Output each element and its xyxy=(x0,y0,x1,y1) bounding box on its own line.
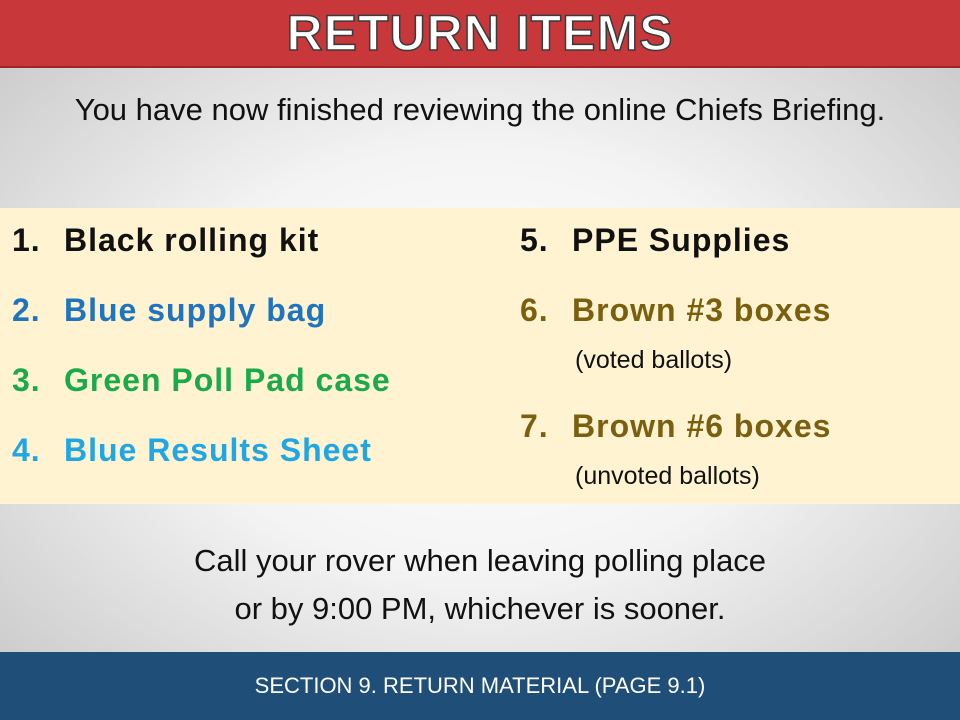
item-number: 2. xyxy=(12,292,41,328)
item-number: 6. xyxy=(520,292,549,328)
list-item: 1. Black rolling kit xyxy=(12,222,319,259)
page-title: RETURN ITEMS xyxy=(286,4,674,62)
item-label: Brown #6 boxes xyxy=(572,408,832,444)
item-note: (voted ballots) xyxy=(575,346,733,374)
item-number: 5. xyxy=(520,222,549,258)
list-item: 4. Blue Results Sheet xyxy=(12,432,372,469)
item-label: Blue supply bag xyxy=(64,292,327,328)
return-items-panel: 1. Black rolling kit 2. Blue supply bag 3.… xyxy=(0,208,960,504)
item-number: 7. xyxy=(520,408,549,444)
item-number: 1. xyxy=(12,222,41,258)
footer-bar: SECTION 9. RETURN MATERIAL (PAGE 9.1) xyxy=(0,652,960,720)
item-label: Green Poll Pad case xyxy=(64,362,391,398)
item-label: Brown #3 boxes xyxy=(572,292,832,328)
footer-section-label: SECTION 9. RETURN MATERIAL (PAGE 9.1) xyxy=(254,673,706,698)
call-line-2: or by 9:00 PM, whichever is sooner. xyxy=(234,591,726,626)
list-item: 6. Brown #3 boxes xyxy=(520,292,831,329)
item-label: Blue Results Sheet xyxy=(64,432,372,468)
intro-text: You have now finished reviewing the onli… xyxy=(74,92,886,127)
call-rover-text: Call your rover when leaving polling pla… xyxy=(60,537,900,633)
list-item: 5. PPE Supplies xyxy=(520,222,790,259)
call-line-1: Call your rover when leaving polling pla… xyxy=(193,543,767,578)
item-number: 4. xyxy=(12,432,41,468)
list-item: 2. Blue supply bag xyxy=(12,292,326,329)
item-note: (unvoted ballots) xyxy=(575,462,760,490)
item-number: 3. xyxy=(12,362,41,398)
list-item: 3. Green Poll Pad case xyxy=(12,362,391,399)
item-label: PPE Supplies xyxy=(572,222,791,258)
list-item: 7. Brown #6 boxes xyxy=(520,408,831,445)
item-label: Black rolling kit xyxy=(64,222,320,258)
title-bar: RETURN ITEMS xyxy=(0,0,960,68)
